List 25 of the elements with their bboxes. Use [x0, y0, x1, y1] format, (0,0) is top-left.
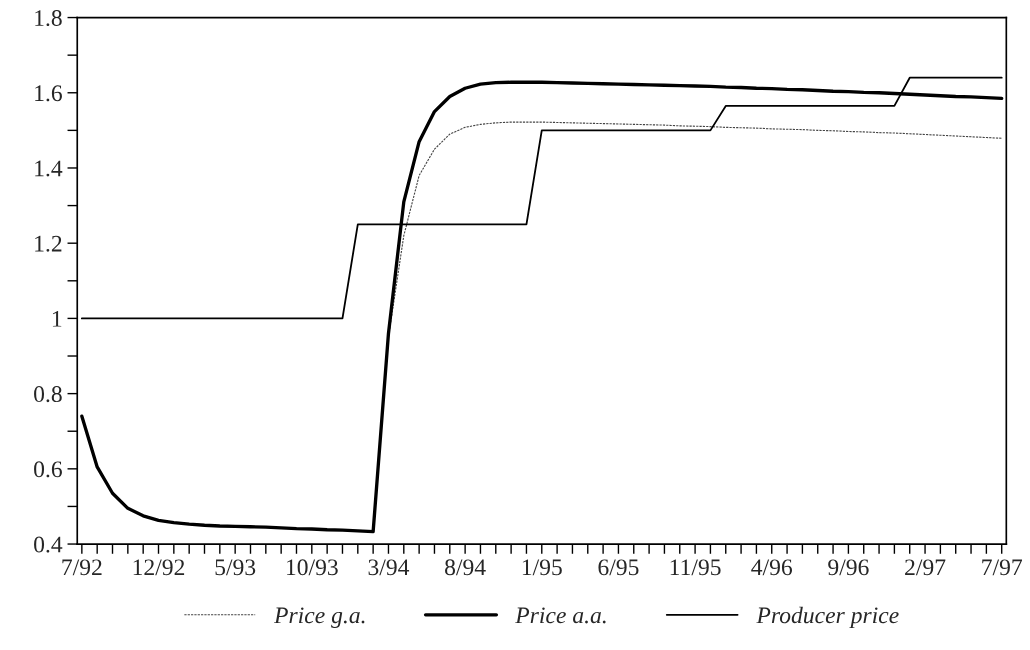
- y-tick-label: 0.4: [34, 536, 63, 553]
- x-tick-label: 3/94: [368, 559, 410, 576]
- legend-label: Price a.a.: [515, 607, 606, 624]
- y-tick-label: 1: [52, 311, 62, 327]
- x-tick-label: 7/97: [982, 559, 1023, 576]
- y-tick-label: 0.8: [34, 386, 62, 403]
- x-tick-label: 11/95: [670, 559, 721, 576]
- legend-label: Price g.a.: [273, 607, 365, 629]
- x-tick-label: 6/95: [598, 559, 639, 576]
- legend-label: Producer price: [756, 606, 899, 629]
- x-tick-label: 7/92: [62, 559, 102, 576]
- x-tick-label: 5/93: [215, 559, 256, 576]
- y-tick-label: 1.4: [35, 160, 63, 177]
- y-tick-label: 1.8: [35, 10, 62, 27]
- y-tick-label: 0.6: [34, 461, 62, 478]
- x-tick-label: 8/94: [445, 559, 486, 576]
- x-tick-label: 12/92: [133, 559, 185, 576]
- y-tick-label: 1.2: [35, 235, 62, 252]
- line-series: [80, 80, 1004, 534]
- x-tick-label: 1/95: [522, 559, 562, 576]
- x-tick-label: 2/97: [905, 559, 946, 576]
- x-tick-label: 10/93: [287, 559, 338, 576]
- y-tick-label: 1.6: [35, 85, 62, 102]
- x-tick-label: 9/96: [828, 559, 869, 576]
- x-tick-label: 4/96: [751, 559, 793, 576]
